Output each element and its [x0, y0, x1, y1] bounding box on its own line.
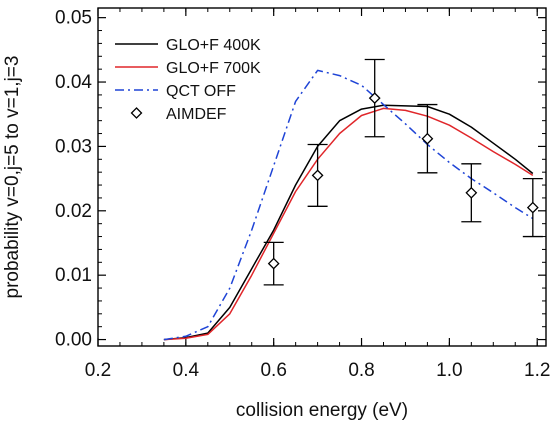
y-tick-label: 0.04 — [55, 72, 92, 93]
y-tick-label: 0.01 — [55, 265, 92, 286]
y-tick-labels: 0.00 0.01 0.02 0.03 0.04 0.05 — [55, 8, 92, 351]
aimdef-point — [526, 201, 539, 214]
aimdef-point — [465, 186, 478, 199]
legend: GLO+F 400K GLO+F 700K QCT OFF AIMDEF — [115, 37, 261, 123]
x-tick-label: 0.4 — [173, 360, 200, 381]
x-tick-label: 1.2 — [524, 360, 550, 381]
aimdef-point — [311, 169, 324, 182]
y-axis-label: probability v=0,j=5 to v=1,j=3 — [2, 56, 23, 299]
plot-frame — [97, 7, 547, 347]
aimdef-markers — [263, 58, 543, 286]
series-line-glo-f-400k — [163, 104, 534, 341]
tick-marks — [97, 8, 546, 346]
legend-label-glo-f-400k: GLO+F 400K — [166, 37, 261, 54]
aimdef-point — [368, 92, 381, 105]
legend-label-glo-f-700k: GLO+F 700K — [166, 60, 261, 77]
x-tick-label: 0.6 — [260, 360, 286, 381]
aimdef-point — [421, 132, 434, 145]
series-layer — [163, 69, 534, 341]
legend-label-qct-off: QCT OFF — [166, 83, 236, 100]
x-tick-labels: 0.2 0.4 0.6 0.8 1.0 1.2 — [85, 360, 551, 381]
aimdef-point — [267, 257, 280, 270]
x-tick-label: 1.0 — [436, 360, 462, 381]
y-tick-label: 0.02 — [55, 201, 92, 222]
x-axis-label: collision energy (eV) — [236, 400, 408, 421]
x-tick-label: 0.8 — [348, 360, 374, 381]
series-line-glo-f-700k — [163, 107, 534, 341]
legend-label-aimdef: AIMDEF — [166, 106, 227, 123]
x-tick-label: 0.2 — [85, 360, 111, 381]
y-tick-label: 0.00 — [55, 330, 92, 351]
legend-swatch-aimdef — [130, 107, 143, 119]
series-line-qct-off — [163, 69, 534, 341]
y-tick-label: 0.03 — [55, 136, 92, 157]
y-tick-label: 0.05 — [55, 8, 92, 29]
